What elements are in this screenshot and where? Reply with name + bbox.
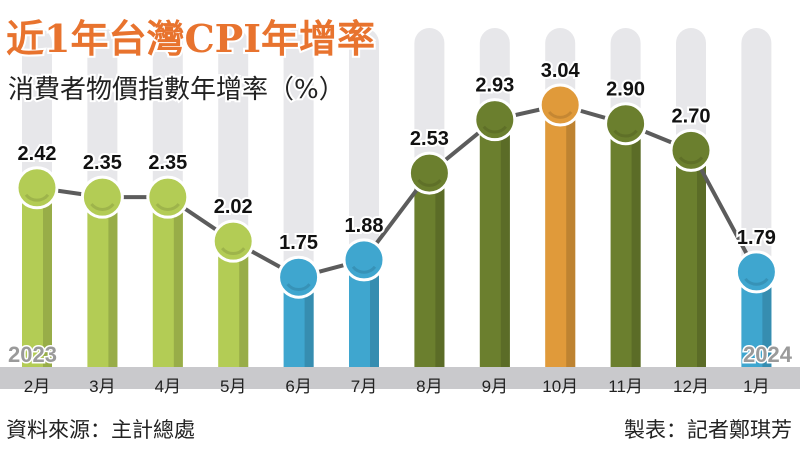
chart-subtitle: 消費者物價指數年增率（%）	[8, 75, 345, 105]
value-label-group: 2.42 2.35 2.35 2.02 1.75 1.88 2.53 2.93 3.04 2.90…	[16, 58, 778, 256]
data-label: 2.35	[83, 152, 122, 174]
x-tick-label: 10月	[542, 377, 578, 396]
x-tick-label: 4月	[155, 377, 181, 396]
data-point-shade	[24, 193, 50, 202]
data-label: 2.42	[18, 143, 57, 165]
bar-shade	[43, 187, 52, 367]
data-point-shade	[482, 125, 507, 134]
data-point-shade	[221, 247, 246, 255]
data-label: 1.75	[279, 232, 318, 254]
year-label-end: 2024	[743, 342, 793, 367]
data-point	[146, 175, 190, 219]
bar-shade	[239, 241, 249, 367]
x-axis-band	[0, 367, 800, 389]
bar-shade	[108, 197, 118, 367]
bar-shade	[631, 123, 641, 367]
data-label: 2.35	[148, 152, 187, 174]
x-tick-label: 2月	[24, 377, 50, 396]
data-point-shade	[613, 129, 638, 138]
data-point	[80, 175, 124, 219]
data-point	[342, 238, 386, 282]
bar-shade	[762, 271, 772, 367]
x-tick-label-group: 2月 3月 4月 5月 6月 7月 8月 9月 10月 11月 12月 1月	[24, 377, 770, 396]
data-point-shade	[417, 179, 442, 187]
data-label: 2.93	[475, 75, 514, 97]
data-point-shade	[548, 110, 573, 119]
year-label-start: 2023	[8, 342, 57, 367]
data-point-shade	[744, 277, 769, 286]
x-tick-label: 6月	[285, 377, 311, 396]
data-point	[15, 166, 59, 210]
data-point	[604, 102, 648, 146]
data-point-shade	[678, 156, 704, 165]
data-point	[669, 128, 713, 172]
x-tick-label: 12月	[673, 377, 709, 396]
data-point	[538, 83, 582, 127]
bar-shade	[304, 277, 314, 367]
bar-shade	[697, 150, 706, 367]
data-point-shade	[286, 283, 311, 291]
bar-shade	[173, 197, 183, 367]
data-label: 2.02	[214, 196, 253, 218]
data-point-shade	[351, 265, 377, 274]
bar-group	[22, 105, 772, 367]
x-tick-label: 5月	[220, 377, 246, 396]
source-note: 資料來源：主計總處	[6, 418, 195, 442]
x-tick-label: 9月	[482, 377, 508, 396]
trend-line	[36, 103, 759, 280]
x-tick-label: 7月	[351, 377, 377, 396]
data-label: 1.88	[345, 215, 384, 237]
x-tick-label: 8月	[416, 377, 442, 396]
data-label: 3.04	[541, 60, 581, 82]
marker-group	[15, 83, 778, 299]
data-point	[407, 151, 451, 195]
x-tick-label: 11月	[608, 377, 643, 396]
data-point	[277, 255, 321, 299]
data-label: 2.70	[672, 105, 711, 127]
data-label: 1.79	[737, 227, 776, 249]
data-point-shade	[155, 203, 180, 211]
data-label: 2.90	[606, 79, 645, 101]
bar-shade	[566, 105, 576, 367]
data-point	[473, 98, 517, 142]
x-tick-label: 1月	[743, 377, 769, 396]
credit-note: 製表：記者鄭琪芳	[624, 418, 792, 442]
data-point-shade	[90, 203, 115, 211]
data-label: 2.53	[410, 128, 449, 150]
bar-shade	[435, 173, 445, 367]
bar-shade	[500, 119, 510, 367]
x-tick-label: 3月	[89, 377, 115, 396]
data-point	[734, 250, 778, 294]
bar-shade	[370, 259, 379, 367]
data-point	[211, 219, 255, 263]
chart-title: 近1年台灣CPI年增率	[6, 16, 375, 61]
